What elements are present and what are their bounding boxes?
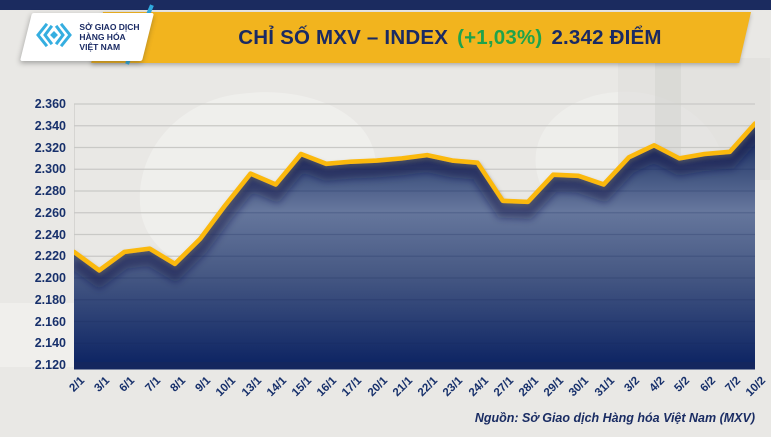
- y-axis-label: 2.340: [34, 118, 66, 133]
- y-axis-label: 2.140: [34, 336, 66, 351]
- index-chart: [74, 103, 755, 370]
- y-axis-label: 2.300: [34, 162, 66, 177]
- x-axis-bar: [74, 362, 755, 370]
- y-axis-label: 2.120: [34, 358, 66, 372]
- mxv-logo-card: SỞ GIAO DỊCH HÀNG HÓA VIỆT NAM: [20, 13, 154, 61]
- right-edge-strip: [771, 0, 777, 437]
- y-axis-label: 2.200: [34, 271, 66, 285]
- y-axis-label: 2.360: [34, 97, 66, 111]
- chart-title: CHỈ SỐ MXV – INDEX (+1,03%) 2.342 ĐIỂM: [150, 12, 750, 63]
- y-axis-label: 2.240: [34, 227, 66, 242]
- mxv-chevrons-logo-icon: [34, 20, 74, 55]
- logo-org-name: SỞ GIAO DỊCH HÀNG HÓA VIỆT NAM: [79, 21, 140, 52]
- y-axis-label: 2.220: [34, 249, 66, 264]
- y-axis-label: 2.280: [34, 184, 66, 198]
- title-change-percent: (+1,03%): [457, 25, 543, 49]
- title-index-name: CHỈ SỐ MXV – INDEX: [238, 25, 449, 49]
- y-axis-label: 2.260: [34, 205, 66, 220]
- source-caption: Nguồn: Sở Giao dịch Hàng hóa Việt Nam (M…: [474, 411, 755, 425]
- top-navy-bar: [0, 0, 772, 10]
- title-index-value: 2.342 ĐIỂM: [551, 25, 662, 49]
- y-axis-label: 2.160: [34, 314, 66, 329]
- y-axis-label: 2.320: [34, 140, 66, 155]
- y-axis-label: 2.180: [34, 292, 66, 307]
